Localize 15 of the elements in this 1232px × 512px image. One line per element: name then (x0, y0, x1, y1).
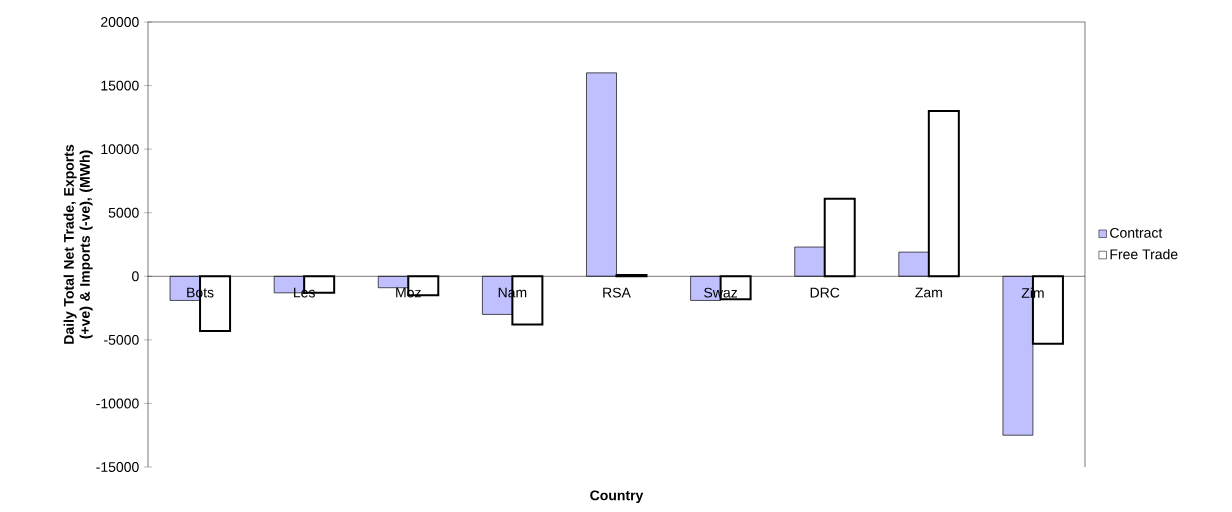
y-tick-label: 20000 (101, 17, 139, 27)
legend-label: Contract (1110, 227, 1163, 238)
x-tick-label: DRC (810, 287, 840, 298)
y-tick-label: 5000 (108, 207, 139, 218)
y-tick-label: 0 (132, 271, 139, 282)
y-tick-label: 15000 (101, 80, 139, 91)
y-axis-title: Daily Total Net Trade, Exports (+ve) & Imports (-ve), (MWh) (63, 144, 93, 344)
y-tick-label: 10000 (101, 144, 139, 155)
y-tick-label: -5000 (104, 334, 139, 345)
x-tick-label: RSA (603, 287, 631, 298)
y-tick-label: -10000 (96, 398, 139, 409)
legend-label: Free Trade (1110, 248, 1178, 260)
x-axis-title: Country (590, 490, 644, 504)
y-tick-label: -15000 (96, 462, 139, 472)
x-tick-label: Zam (915, 287, 942, 298)
